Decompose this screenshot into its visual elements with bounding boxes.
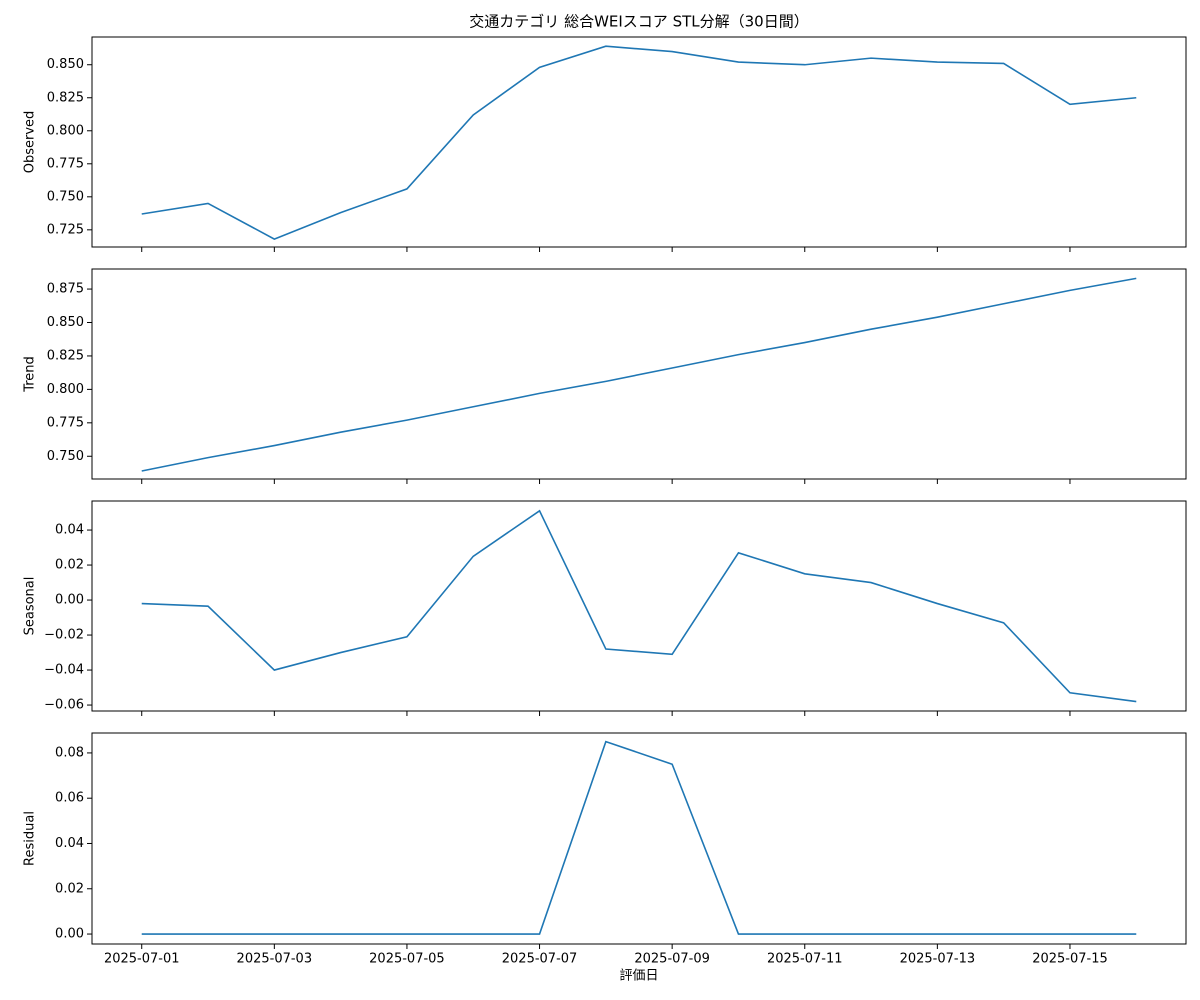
axes-frame: [91, 268, 1187, 480]
y-tick-label: −0.06: [44, 698, 84, 713]
y-tick-label: 0.800: [47, 123, 84, 138]
x-tick-label: 2025-07-13: [900, 952, 976, 967]
x-tick-label: 2025-07-11: [767, 952, 843, 967]
y-tick-label: 0.750: [47, 449, 84, 464]
series-line: [141, 740, 1137, 935]
y-tick-label: 0.775: [47, 415, 84, 430]
x-tick-label: 2025-07-03: [237, 952, 313, 967]
y-axis-label: Seasonal: [23, 577, 38, 636]
y-tick-label: 0.04: [55, 836, 84, 851]
y-axis-label: Residual: [23, 811, 38, 866]
axes-frame: [91, 36, 1187, 248]
y-tick-label: −0.04: [44, 663, 84, 678]
series-line: [141, 277, 1137, 472]
y-tick-label: 0.08: [55, 745, 84, 760]
y-tick-label: 0.00: [55, 593, 84, 608]
y-tick-label: 0.02: [55, 881, 84, 896]
y-tick-label: 0.04: [55, 523, 84, 538]
chart-title: 交通カテゴリ 総合WEIスコア STL分解（30日間）: [469, 13, 808, 31]
x-tick-label: 2025-07-01: [104, 952, 180, 967]
y-axis-label: Trend: [23, 356, 38, 393]
y-tick-label: 0.825: [47, 90, 84, 105]
y-axis-label: Observed: [23, 111, 38, 174]
y-tick-label: 0.775: [47, 156, 84, 171]
y-tick-label: −0.02: [44, 628, 84, 643]
y-tick-label: 0.850: [47, 315, 84, 330]
x-tick-label: 2025-07-15: [1032, 952, 1108, 967]
x-tick-label: 2025-07-05: [369, 952, 445, 967]
y-tick-label: 0.06: [55, 791, 84, 806]
x-tick-label: 2025-07-07: [502, 952, 578, 967]
y-tick-label: 0.725: [47, 222, 84, 237]
axes-frame: [91, 732, 1187, 945]
series-line: [141, 45, 1137, 240]
x-tick-label: 2025-07-09: [634, 952, 710, 967]
y-tick-label: 0.00: [55, 927, 84, 942]
y-tick-label: 0.800: [47, 382, 84, 397]
y-tick-label: 0.750: [47, 189, 84, 204]
axes-frame: [91, 500, 1187, 712]
x-axis-label: 評価日: [619, 969, 658, 984]
y-tick-label: 0.825: [47, 348, 84, 363]
y-tick-label: 0.875: [47, 282, 84, 297]
y-tick-label: 0.850: [47, 57, 84, 72]
y-tick-label: 0.02: [55, 558, 84, 573]
series-line: [141, 509, 1137, 703]
